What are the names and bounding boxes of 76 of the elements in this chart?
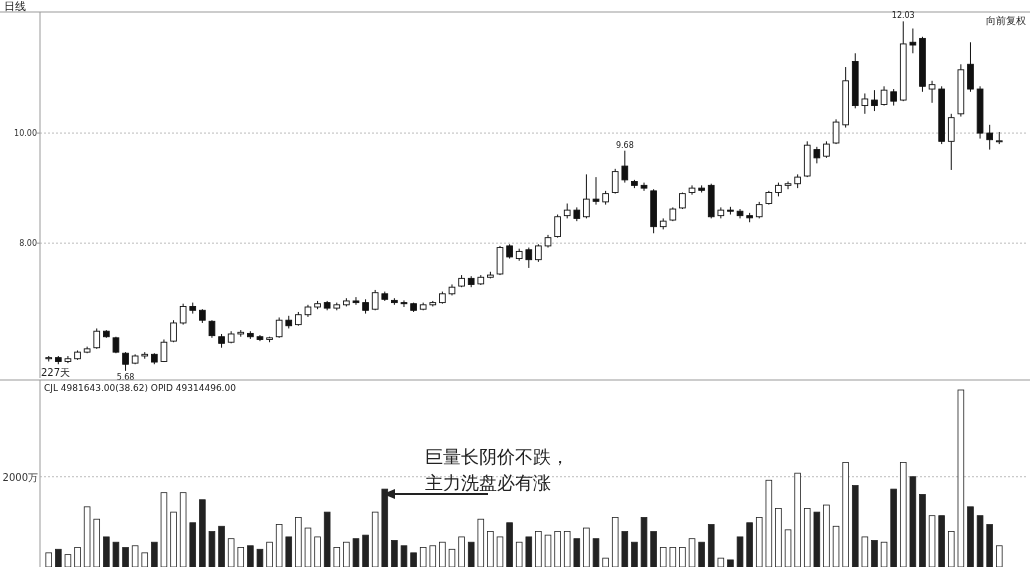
bar xyxy=(199,499,206,567)
bar xyxy=(813,511,821,567)
bar xyxy=(112,541,120,567)
bar xyxy=(506,522,513,567)
candlestick xyxy=(909,28,917,54)
bar xyxy=(592,538,600,567)
bar xyxy=(151,541,158,567)
bar xyxy=(698,541,705,567)
bar xyxy=(208,531,216,567)
bar xyxy=(285,536,293,567)
candlestick xyxy=(861,92,869,115)
chart-title: 日线 xyxy=(4,0,26,13)
bar xyxy=(400,545,408,567)
bar xyxy=(256,548,264,567)
y-tick-label: 8.00 xyxy=(19,239,37,249)
bar xyxy=(746,522,753,567)
candlestick xyxy=(122,351,129,372)
bar xyxy=(631,541,638,567)
candlestick xyxy=(784,181,792,190)
annotation: 5.68 xyxy=(116,372,135,382)
bar xyxy=(640,517,648,567)
candlestick xyxy=(611,168,619,195)
bar xyxy=(189,522,197,567)
annotation: 12.03 xyxy=(891,11,915,21)
bar xyxy=(55,548,62,567)
bar xyxy=(736,536,744,567)
bar xyxy=(391,540,398,567)
bar xyxy=(218,525,225,567)
candlestick xyxy=(640,182,648,192)
bar xyxy=(103,536,110,567)
bar xyxy=(323,511,331,567)
candlestick xyxy=(275,316,283,339)
candlestick xyxy=(583,173,590,219)
bar xyxy=(247,545,254,567)
bar xyxy=(909,476,917,567)
candlestick xyxy=(400,299,408,308)
candlestick xyxy=(93,327,101,350)
candlestick xyxy=(352,296,360,306)
bar xyxy=(362,534,369,567)
annotation: 向前复权 xyxy=(986,15,1026,26)
bar xyxy=(707,524,715,567)
bar xyxy=(727,559,734,567)
bar xyxy=(919,494,926,567)
bar xyxy=(871,540,878,567)
annotation: 227天 xyxy=(41,367,71,378)
bar xyxy=(621,531,629,567)
bar xyxy=(650,531,657,567)
bar xyxy=(976,515,984,567)
annotation: CJL 4981643.00(38.62) OPID 49314496.00 xyxy=(44,383,237,393)
bar xyxy=(967,506,974,567)
bar xyxy=(938,515,945,567)
candlestick xyxy=(525,247,533,269)
bar xyxy=(851,485,859,567)
candlestick xyxy=(592,176,600,206)
bar xyxy=(410,552,417,567)
candlestick xyxy=(986,124,994,151)
bar xyxy=(352,538,360,567)
bar xyxy=(525,536,533,567)
candlestick xyxy=(947,113,955,171)
candlestick xyxy=(179,303,187,326)
bar xyxy=(890,488,897,567)
candlestick xyxy=(832,118,840,145)
annotation: 巨量长阴价不跌，主力洗盘必有涨 xyxy=(425,446,569,494)
candlestick xyxy=(871,89,878,112)
bar xyxy=(467,541,475,567)
bar xyxy=(381,488,389,567)
candlestick xyxy=(554,214,561,239)
annotation: 9.68 xyxy=(615,140,634,150)
candlestick xyxy=(928,80,936,104)
bar xyxy=(986,524,993,567)
candlestick xyxy=(621,150,629,184)
ref-line-label: 2000万 xyxy=(2,471,38,483)
y-tick-label: 10.00 xyxy=(14,129,37,139)
bar xyxy=(122,547,129,567)
candlestick xyxy=(880,85,888,107)
bar xyxy=(573,538,581,567)
